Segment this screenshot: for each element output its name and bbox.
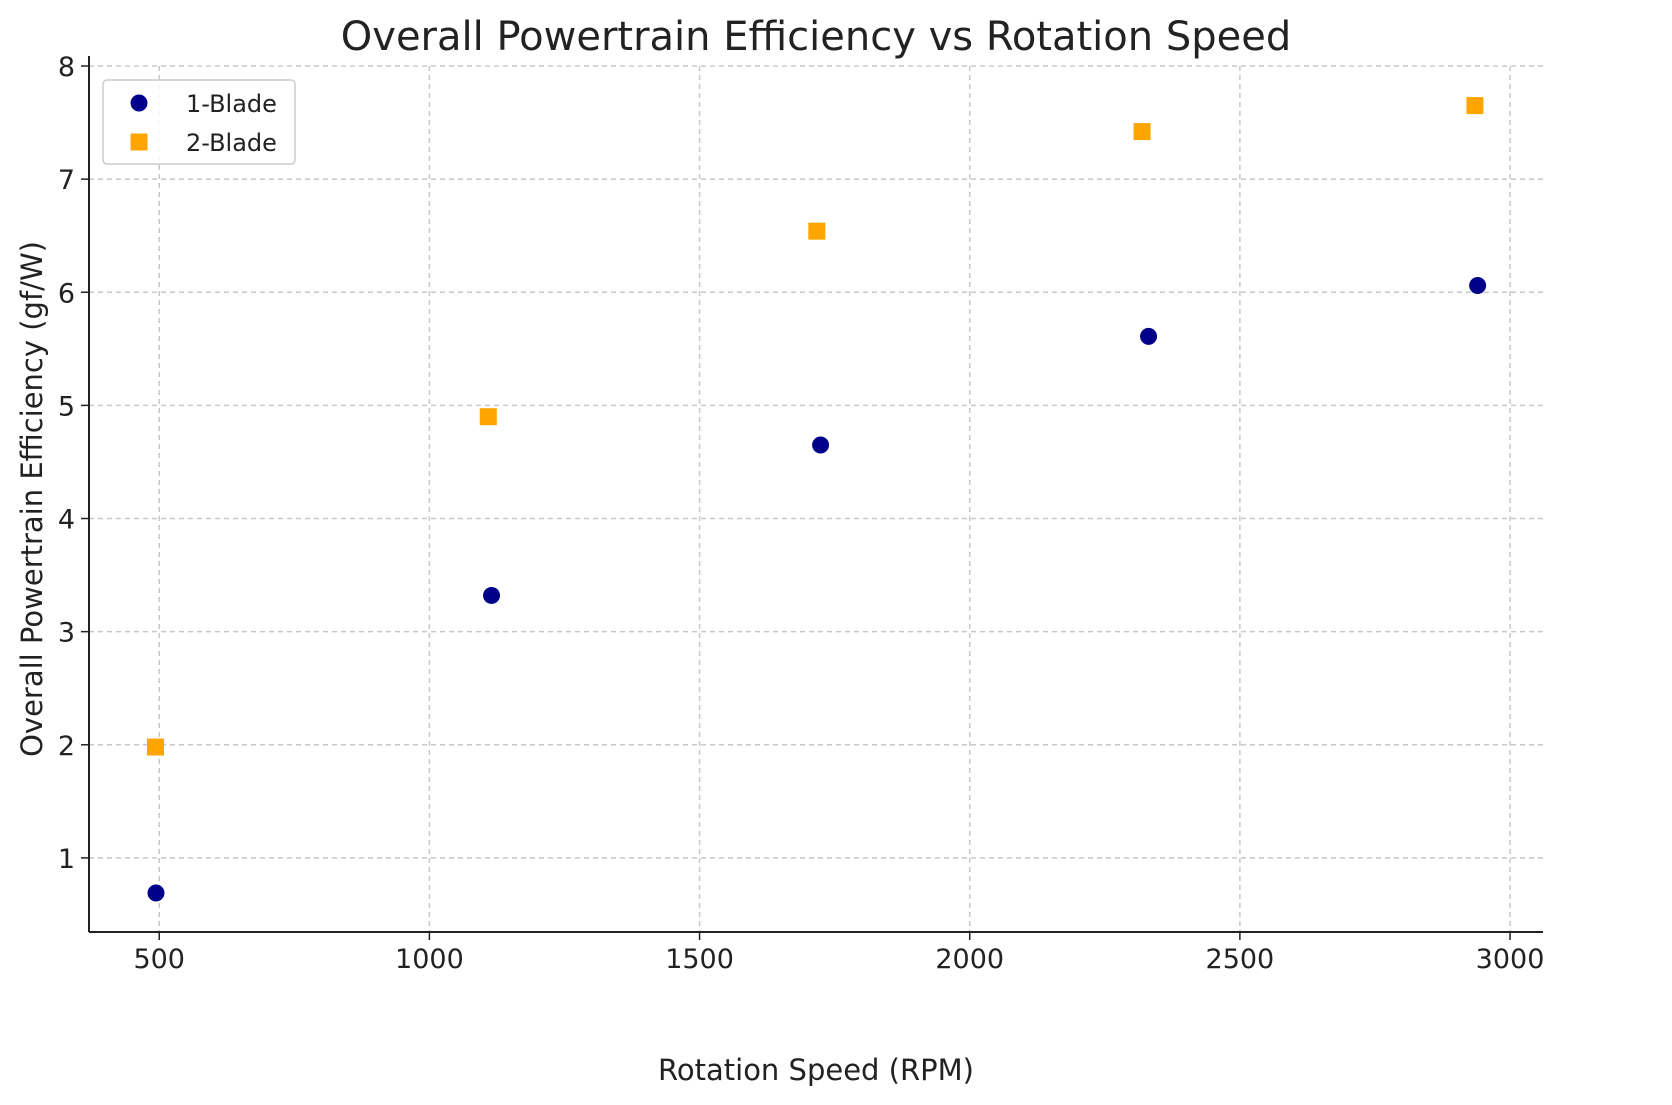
x-tick-label: 1500 bbox=[665, 944, 734, 975]
y-tick-label: 2 bbox=[58, 731, 75, 762]
legend-box bbox=[102, 79, 296, 165]
y-tick-label: 7 bbox=[58, 165, 75, 196]
data-point-2-blade bbox=[1466, 97, 1484, 115]
legend-marker-1-blade bbox=[130, 94, 148, 112]
x-axis-label: Rotation Speed (RPM) bbox=[658, 1053, 974, 1087]
x-tick-label: 3000 bbox=[1476, 944, 1545, 975]
axes: 500 1000 1500 2000 2500 3000 1 2 3 4 5 6 7 8 bbox=[58, 52, 1545, 975]
chart-title: Overall Powertrain Efficiency vs Rotatio… bbox=[341, 14, 1291, 60]
y-tick-label: 4 bbox=[58, 505, 75, 536]
grid bbox=[89, 65, 1543, 932]
data-point-1-blade bbox=[812, 436, 830, 454]
y-axis-label: Overall Powertrain Efficiency (gf/W) bbox=[15, 241, 49, 757]
y-tick-label: 3 bbox=[58, 618, 75, 649]
legend-marker-2-blade bbox=[130, 133, 148, 151]
x-tick-label: 1000 bbox=[395, 944, 464, 975]
data-point-1-blade bbox=[1140, 327, 1158, 345]
y-tick-label: 8 bbox=[58, 52, 75, 83]
y-tick-label: 5 bbox=[58, 391, 75, 422]
x-tick-label: 500 bbox=[133, 944, 185, 975]
data-point-2-blade bbox=[1133, 123, 1151, 141]
data-points bbox=[146, 97, 1487, 902]
legend-label: 1-Blade bbox=[186, 90, 277, 118]
data-point-2-blade bbox=[479, 408, 497, 426]
data-point-2-blade bbox=[146, 738, 164, 756]
data-point-1-blade bbox=[483, 586, 501, 604]
x-tick-label: 2500 bbox=[1206, 944, 1275, 975]
data-point-2-blade bbox=[808, 222, 826, 240]
data-point-1-blade bbox=[147, 884, 165, 902]
x-tick-label: 2000 bbox=[935, 944, 1004, 975]
y-tick-label: 6 bbox=[58, 278, 75, 309]
legend: 1-Blade 2-Blade bbox=[102, 79, 296, 165]
legend-label: 2-Blade bbox=[186, 129, 277, 157]
data-point-1-blade bbox=[1469, 276, 1487, 294]
y-tick-label: 1 bbox=[58, 844, 75, 875]
